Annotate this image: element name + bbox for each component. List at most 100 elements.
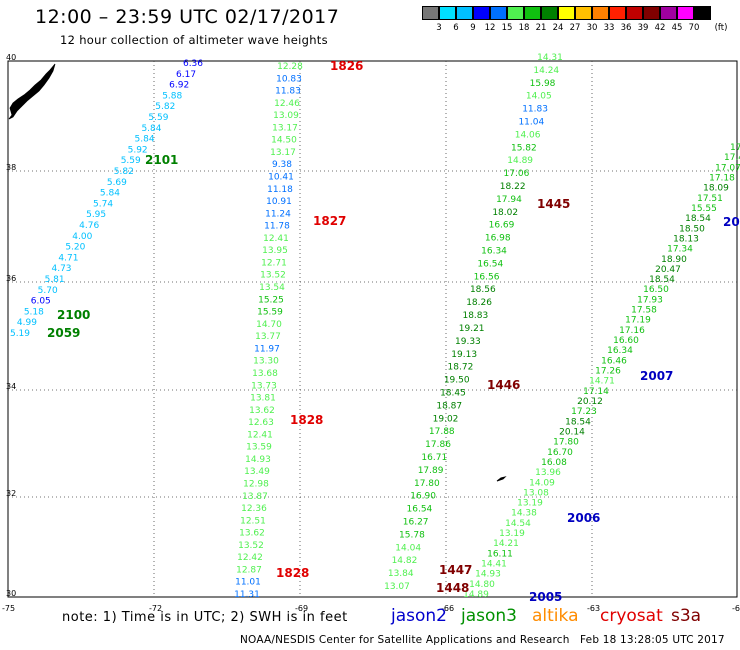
swh-value: 11.01: [235, 578, 261, 588]
swh-value: 17.80: [414, 479, 440, 489]
swh-value: 13.59: [246, 443, 272, 453]
swh-value: 16.34: [481, 247, 507, 257]
note-text: note: 1) Time is in UTC; 2) SWH is in fe…: [62, 610, 348, 625]
swh-value: 10.41: [268, 173, 294, 183]
swh-value: 14.80: [469, 580, 495, 590]
colorbar-label: 15: [501, 23, 513, 33]
swh-value: 18.54: [565, 417, 591, 427]
swh-value: 16.90: [410, 492, 436, 502]
swh-value: 5.82: [114, 167, 134, 177]
swh-value: 14.05: [526, 92, 552, 102]
swh-value: 17.86: [425, 440, 451, 450]
swh-value: 19.21: [459, 324, 485, 334]
lon-label: -60: [732, 604, 740, 613]
swh-value: 14.50: [271, 136, 297, 146]
swh-value: 20.14: [559, 427, 585, 437]
colorbar-swatch: [524, 6, 541, 20]
page-subtitle: 12 hour collection of altimeter wave hei…: [60, 33, 328, 47]
pass-time-label: 1448: [436, 581, 469, 595]
swh-value: 12.46: [274, 99, 300, 109]
pass-time-label: 1446: [487, 378, 520, 392]
swh-value: 18.13: [673, 234, 699, 244]
colorbar-swatch: [490, 6, 507, 20]
swh-value: 15.59: [257, 308, 283, 318]
swh-value: 11.31: [234, 590, 260, 600]
swh-value: 17.14: [583, 387, 609, 397]
swh-value: 16.08: [541, 458, 567, 468]
swh-value: 13.68: [252, 369, 278, 379]
colorbar-label: 12: [484, 23, 496, 33]
swh-value: 16.50: [643, 285, 669, 295]
pass-time-label: 1828: [290, 413, 323, 427]
swh-value: 12.51: [240, 516, 266, 526]
swh-value: 5.74: [93, 199, 113, 209]
colorbar-swatch: [473, 6, 490, 20]
satellite-legend-cryosat: cryosat: [600, 606, 663, 626]
swh-value: 19.50: [444, 376, 470, 386]
swh-value: 4.00: [72, 232, 92, 242]
swh-value: 13.81: [250, 394, 276, 404]
colorbar-label: 3: [436, 23, 442, 33]
swh-value: 5.95: [86, 210, 106, 220]
swh-value: 16.56: [474, 272, 500, 282]
swh-value: 18.09: [703, 184, 729, 194]
swh-value: 12.63: [248, 418, 274, 428]
swh-value: 17.4: [730, 143, 740, 153]
pass-time-label: 2007: [640, 369, 673, 383]
swh-value: 17.23: [571, 407, 597, 417]
swh-value: 6.36: [183, 59, 203, 69]
colorbar-swatch: [592, 6, 609, 20]
colorbar-swatch: [558, 6, 575, 20]
swh-value: 5.84: [135, 135, 155, 145]
swh-value: 13.95: [262, 246, 288, 256]
swh-value: 13.30: [253, 357, 279, 367]
swh-value: 16.54: [477, 259, 503, 269]
swh-value: 17.94: [496, 195, 522, 205]
swh-value: 17.4: [724, 153, 740, 163]
swh-value: 11.24: [265, 209, 291, 219]
swh-value: 13.52: [238, 541, 264, 551]
swh-value: 15.78: [399, 530, 425, 540]
pass-time-label: 2005: [529, 590, 562, 604]
swh-value: 14.93: [475, 570, 501, 580]
swh-value: 5.84: [141, 124, 161, 134]
swh-value: 10.83: [276, 74, 302, 84]
swh-value: 18.87: [436, 401, 462, 411]
lat-label: 36: [6, 274, 16, 283]
swh-value: 18.45: [440, 388, 466, 398]
lat-label: 40: [6, 53, 16, 62]
swh-value: 13.73: [251, 381, 277, 391]
swh-value: 18.56: [470, 285, 496, 295]
swh-value: 18.02: [492, 208, 518, 218]
pass-time-label: 1828: [276, 566, 309, 580]
swh-value: 4.76: [79, 221, 99, 231]
swh-value: 18.54: [685, 214, 711, 224]
swh-value: 11.78: [264, 222, 290, 232]
colorbar-swatch: [575, 6, 592, 20]
swh-value: 11.18: [267, 185, 293, 195]
swh-value: 16.27: [403, 517, 429, 527]
swh-value: 12.36: [241, 504, 267, 514]
swh-value: 11.04: [518, 118, 544, 128]
swh-value: 16.11: [487, 549, 513, 559]
swh-value: 16.70: [547, 448, 573, 458]
swh-value: 18.26: [466, 298, 492, 308]
swh-value: 13.17: [272, 123, 298, 133]
colorbar-swatch: [677, 6, 694, 20]
swh-value: 14.38: [511, 509, 537, 519]
swh-value: 17.18: [709, 173, 735, 183]
swh-value: 11.83: [522, 105, 548, 115]
swh-value: 13.77: [255, 332, 281, 342]
swh-value: 16.34: [607, 346, 633, 356]
lat-label: 32: [6, 489, 16, 498]
swh-value: 15.55: [691, 204, 717, 214]
swh-value: 18.22: [500, 182, 526, 192]
island: [496, 476, 507, 482]
swh-value: 15.98: [530, 79, 556, 89]
swh-value: 5.92: [128, 145, 148, 155]
pass-time-label: 2059: [47, 326, 80, 340]
swh-value: 4.73: [51, 264, 71, 274]
swh-value: 16.60: [613, 336, 639, 346]
swh-value: 14.31: [537, 53, 563, 63]
colorbar-swatch: [694, 6, 711, 20]
